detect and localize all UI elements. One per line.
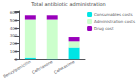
svg-text:Benzylpenicillin: Benzylpenicillin (2, 59, 32, 79)
svg-text:Total antibiotic administratio: Total antibiotic administration (30, 1, 105, 7)
svg-text:400: 400 (10, 26, 18, 31)
svg-text:100: 100 (10, 49, 18, 54)
svg-text:Drug cost: Drug cost (94, 26, 114, 31)
svg-text:Administration costs: Administration costs (94, 19, 135, 24)
svg-text:Cefotaxime: Cefotaxime (53, 59, 76, 75)
svg-text:300: 300 (10, 33, 18, 38)
svg-text:Consumables costs: Consumables costs (94, 12, 133, 17)
svg-text:600: 600 (10, 10, 18, 15)
svg-text:Ceftriaxone: Ceftriaxone (31, 59, 54, 75)
svg-text:200: 200 (10, 41, 18, 46)
svg-text:500: 500 (10, 18, 18, 23)
svg-text:0: 0 (15, 57, 18, 62)
